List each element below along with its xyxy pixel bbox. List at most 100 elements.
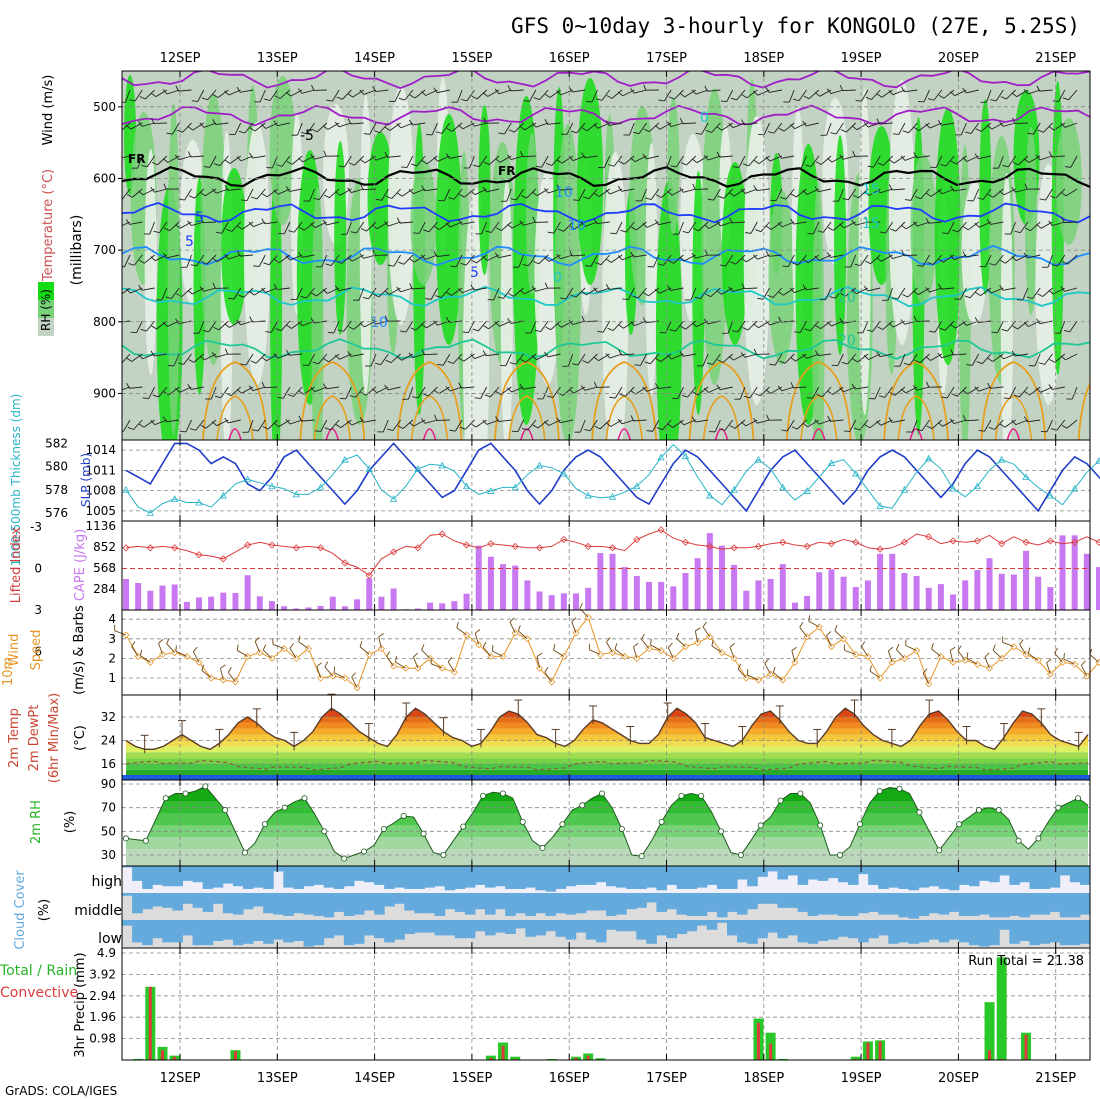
rh-point <box>519 818 526 825</box>
thickness-tick-label: 582 <box>45 436 68 450</box>
cloud-bar <box>495 920 506 933</box>
wind-barb-feather <box>581 290 587 296</box>
wind-barb-feather <box>595 262 602 266</box>
wind-barb-feather <box>398 261 405 265</box>
wind-barb-feather <box>606 637 611 643</box>
cloud-bar <box>1029 920 1041 946</box>
wind-barb <box>277 353 291 359</box>
wind-barb <box>641 188 648 202</box>
cape-bar <box>670 586 677 610</box>
wind-barb <box>869 419 881 429</box>
wind-barb-feather <box>249 152 253 159</box>
wind-barb-feather <box>728 192 735 197</box>
wind-barb <box>227 188 241 191</box>
cloud-bar <box>414 920 425 933</box>
wind-barb-feather <box>1049 359 1056 363</box>
wind-barb-feather <box>508 293 514 297</box>
wind-barb-feather <box>446 291 452 296</box>
cloud-bar <box>817 893 829 915</box>
wind-barb-feather <box>374 362 381 366</box>
wind-barb <box>356 221 365 234</box>
wind-barb <box>123 419 131 432</box>
wind-barb <box>667 647 674 659</box>
wind-barb <box>1003 353 1016 360</box>
wind-barb <box>324 666 334 677</box>
wind-barb <box>541 155 549 168</box>
wind-barb <box>897 287 906 300</box>
precip-total-bar <box>546 1058 557 1060</box>
wind-barb <box>748 155 758 167</box>
wind-barb-feather <box>187 220 192 226</box>
wind-barb <box>572 89 586 93</box>
wind-barb <box>830 419 844 422</box>
wind-barb <box>1022 287 1029 301</box>
wind-barb-feather <box>236 389 242 394</box>
wind-barb <box>941 188 955 195</box>
wind-barb-feather <box>236 319 241 326</box>
wind-barb <box>882 320 893 330</box>
lifted-index-point <box>949 537 957 545</box>
cloud-bar <box>626 866 637 889</box>
wind-barb-feather <box>1048 126 1055 131</box>
cloud-bar <box>1009 893 1020 916</box>
wind-barb-feather <box>495 391 502 396</box>
wind-barb <box>231 221 242 232</box>
wind-barb-feather <box>834 624 838 631</box>
wind-barb-feather <box>864 216 868 223</box>
wind-barb-feather <box>804 328 811 332</box>
wind-barb <box>793 386 807 389</box>
wind-barb-feather <box>509 617 515 623</box>
wind-barb-feather <box>1001 328 1008 332</box>
wind-barb <box>947 221 955 234</box>
cloud-bar <box>374 866 385 885</box>
wind-barb <box>1002 122 1016 127</box>
wind-barb <box>953 419 967 425</box>
wind-barb <box>833 221 844 231</box>
wind-barb-feather <box>313 197 320 201</box>
wind-barb <box>807 419 820 428</box>
wind-barb-feather <box>826 88 832 94</box>
wind-barb-feather <box>572 363 579 366</box>
cloud-bar <box>303 893 315 915</box>
wind-barb-feather <box>990 99 997 102</box>
wind-barb-feather <box>753 185 758 191</box>
wind-barb-feather <box>585 265 592 267</box>
wind-barb-feather <box>728 122 734 128</box>
wind-barb-feather <box>200 424 207 429</box>
wind-barb-feather <box>717 195 724 199</box>
wind-barb-feather <box>987 357 993 362</box>
thickness-point <box>754 455 763 463</box>
wind-barb <box>670 122 684 128</box>
wind-barb <box>855 221 869 226</box>
rh-legend-swatch <box>38 318 54 336</box>
wind-barb <box>597 287 610 293</box>
wind-barb <box>775 188 783 201</box>
cape-bar <box>585 587 592 610</box>
wind-barb <box>892 89 906 96</box>
wind-barb-feather <box>608 164 615 167</box>
wind-barb <box>744 287 758 290</box>
wind-barb-feather <box>152 394 159 398</box>
wind-barb-feather <box>741 283 745 289</box>
wind-barb <box>957 650 966 661</box>
wind-barb-feather <box>517 625 521 632</box>
wind-barb <box>309 188 315 202</box>
wind-barb <box>729 646 735 659</box>
wind-barb <box>695 89 709 95</box>
cloud-bar <box>1049 866 1061 888</box>
wind-barb <box>682 122 696 125</box>
precip-convective-bar <box>160 1050 164 1060</box>
wind-barb-feather <box>572 199 580 201</box>
wind-barb <box>338 287 352 292</box>
wind-barb <box>129 221 143 225</box>
wind-barb-feather <box>952 229 959 233</box>
wind-barb-feather <box>643 128 650 133</box>
cape-bar <box>341 606 348 610</box>
wind-barb-feather <box>498 132 505 135</box>
wind-barb <box>1005 254 1016 264</box>
wind-barb <box>763 122 771 135</box>
wind-barb <box>734 419 746 429</box>
cloud-bar <box>646 893 657 903</box>
lifted-index-point <box>754 542 763 550</box>
